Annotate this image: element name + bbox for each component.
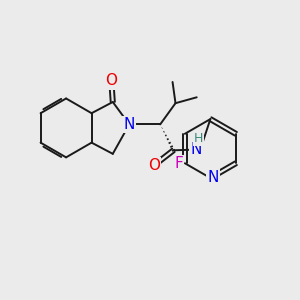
Text: N: N <box>207 170 218 185</box>
Text: O: O <box>148 158 160 173</box>
Text: O: O <box>105 73 117 88</box>
Text: H: H <box>194 132 203 145</box>
Text: F: F <box>174 156 183 171</box>
Text: N: N <box>124 117 135 132</box>
Text: N: N <box>191 142 202 157</box>
